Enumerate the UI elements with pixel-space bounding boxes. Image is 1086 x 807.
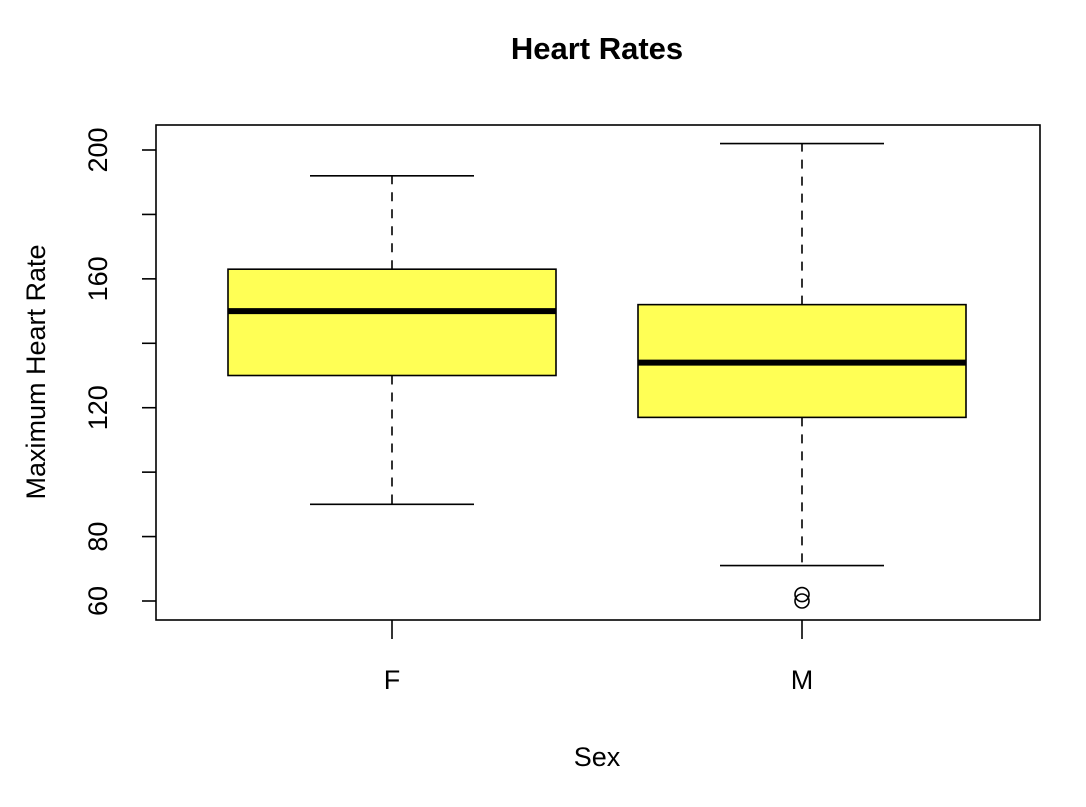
y-tick-label: 120 — [83, 385, 113, 430]
y-tick-label: 160 — [83, 256, 113, 301]
x-tick-label: M — [791, 665, 814, 695]
y-axis-label: Maximum Heart Rate — [21, 244, 51, 499]
y-tick-label: 60 — [83, 586, 113, 616]
chart-title: Heart Rates — [511, 31, 683, 66]
y-tick-label: 80 — [83, 522, 113, 552]
outlier-point — [794, 586, 810, 603]
box-F — [227, 174, 557, 506]
box-M — [637, 142, 967, 609]
plot-frame — [155, 124, 1041, 621]
x-axis-label: Sex — [574, 742, 621, 772]
iqr-box — [227, 268, 557, 377]
plot-layer: 60 80 120 160 200 F M — [83, 127, 967, 695]
y-tick-label: 200 — [83, 127, 113, 172]
outlier-point — [794, 593, 810, 609]
x-tick-label: F — [384, 665, 401, 695]
